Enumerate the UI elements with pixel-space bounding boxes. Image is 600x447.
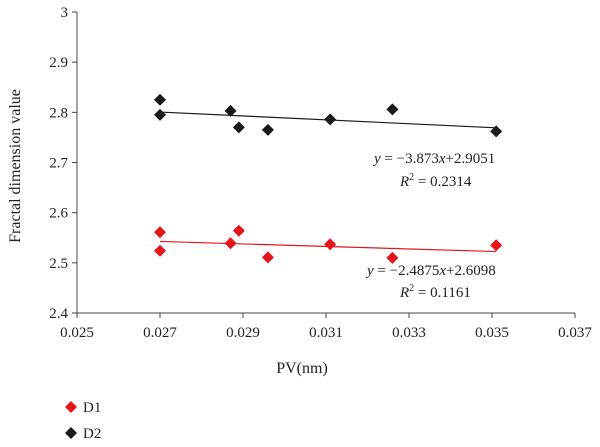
- legend-item-d2: D2: [65, 426, 101, 442]
- y-tick-label: 2.9: [49, 55, 68, 71]
- legend-marker-d2: [65, 427, 77, 439]
- y-tick-label: 2.4: [49, 306, 68, 322]
- legend-item-d1: D1: [65, 400, 101, 416]
- equation-d2-line: y = −3.873x+2.9051: [372, 151, 495, 167]
- data-point-d2: [154, 93, 166, 106]
- data-point-d2: [224, 104, 237, 117]
- legend-label-d1: D1: [83, 400, 101, 416]
- data-point-d1: [154, 244, 166, 257]
- legend: D1 D2: [65, 400, 101, 442]
- legend-marker-d1: [65, 401, 77, 413]
- data-point-d1: [224, 237, 237, 250]
- data-point-d1: [261, 251, 274, 264]
- y-tick-label: 2.8: [49, 105, 68, 121]
- x-axis-title: PV(nm): [276, 360, 328, 377]
- data-point-d2: [490, 125, 503, 138]
- y-tick-label: 2.6: [49, 206, 68, 222]
- legend-label-d2: D2: [83, 426, 101, 442]
- y-axis-title: Fractal dimension value: [7, 89, 24, 243]
- data-point-d1: [232, 224, 245, 237]
- y-tick-label: 3: [61, 5, 69, 21]
- data-point-d2: [324, 113, 337, 126]
- data-point-d2: [261, 123, 274, 136]
- x-tick-label: 0.027: [143, 325, 177, 341]
- x-tick-label: 0.029: [226, 325, 260, 341]
- equation-d1: y = −2.4875x+2.6098 R2 = 0.1161: [365, 263, 496, 301]
- x-tick-label: 0.031: [309, 325, 343, 341]
- equation-d2: y = −3.873x+2.9051 R2 = 0.2314: [372, 151, 495, 190]
- data-point-d1: [386, 251, 399, 264]
- data-point-d2: [386, 103, 399, 116]
- y-tick-label: 2.5: [49, 256, 68, 272]
- data-point-d2: [154, 108, 166, 121]
- data-point-d2: [232, 121, 245, 134]
- x-tick-label: 0.037: [558, 325, 592, 341]
- data-point-d1: [154, 226, 166, 239]
- data-point-d1: [490, 239, 503, 252]
- y-tick-label: 2.7: [49, 156, 68, 172]
- equation-d1-line: y = −2.4875x+2.6098: [365, 263, 496, 279]
- r2-d1: R2 = 0.1161: [399, 283, 471, 301]
- chart-marks: [154, 93, 503, 264]
- data-point-d1: [324, 238, 337, 251]
- r2-d2: R2 = 0.2314: [399, 172, 472, 190]
- axes: 2.4 2.5 2.6 2.7 2.8 2.9 3 0.025 0.027 0.029 0.031 0…: [49, 5, 592, 341]
- x-tick-label: 0.035: [475, 325, 509, 341]
- x-tick-label: 0.033: [392, 325, 426, 341]
- x-tick-label: 0.025: [60, 325, 94, 341]
